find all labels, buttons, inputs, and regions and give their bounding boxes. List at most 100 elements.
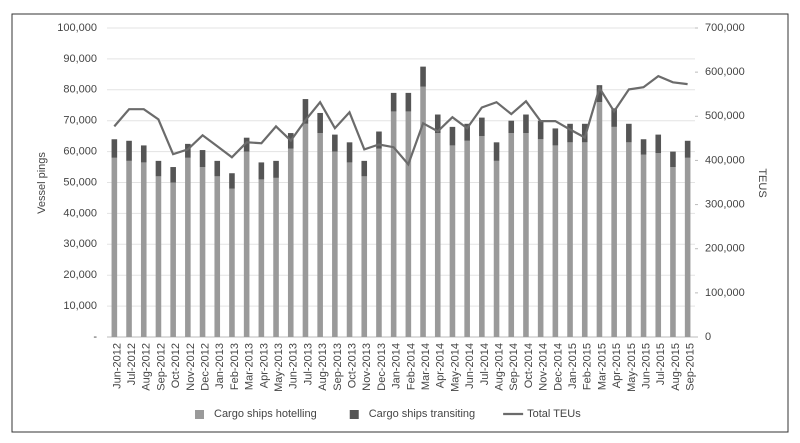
bar-segment xyxy=(361,176,368,337)
bar-segment xyxy=(302,123,309,337)
legend-label: Cargo ships transiting xyxy=(369,408,475,420)
bar-segment xyxy=(464,140,470,337)
y-tick-label: 30,000 xyxy=(63,238,97,250)
bar-segment xyxy=(655,153,662,337)
bar-segment xyxy=(346,142,353,163)
bar-segment xyxy=(493,160,500,337)
bar-segment xyxy=(523,133,529,337)
x-tick-label: Dec-2014 xyxy=(552,343,564,391)
bar-segment xyxy=(346,162,353,337)
bar-segment xyxy=(214,160,221,177)
y-tick-label: 10,000 xyxy=(63,300,97,312)
bar-segment xyxy=(552,128,559,146)
legend-label: Cargo ships hotelling xyxy=(214,408,317,420)
bar-segment xyxy=(199,150,206,168)
legend-label: Total TEUs xyxy=(527,408,581,420)
x-tick-label: Oct-2012 xyxy=(170,343,182,388)
bar-segment xyxy=(405,92,412,112)
bar-segment xyxy=(464,123,470,141)
line-series xyxy=(113,74,688,167)
y2-tick-label: 100,000 xyxy=(705,287,745,299)
x-tick-label: Apr-2014 xyxy=(435,343,447,388)
bar-segment xyxy=(390,92,397,112)
bar-segment xyxy=(493,142,500,161)
x-tick-label: May-2013 xyxy=(273,343,285,392)
x-tick-label: Sep-2013 xyxy=(332,343,344,391)
x-tick-label: Oct-2014 xyxy=(523,343,535,388)
bar-segment xyxy=(229,173,235,189)
bar-segment xyxy=(155,176,162,337)
bar-segment xyxy=(287,148,294,337)
x-tick-label: Mar-2015 xyxy=(596,343,608,390)
bar-segment xyxy=(537,139,544,337)
x-tick-label: Jun-2013 xyxy=(288,343,300,389)
bar-segment xyxy=(273,177,279,337)
x-tick-label: Dec-2012 xyxy=(199,343,211,391)
bar-segment xyxy=(567,142,573,337)
x-tick-label: Nov-2013 xyxy=(361,343,373,391)
y-tick-label: 60,000 xyxy=(63,146,97,158)
bar-segment xyxy=(626,123,632,143)
bar-segment xyxy=(258,162,265,180)
x-tick-label: Apr-2013 xyxy=(258,343,270,388)
y2-tick-label: 300,000 xyxy=(705,198,745,210)
bar-segment xyxy=(670,167,676,337)
x-tick-label: Jun-2015 xyxy=(640,343,652,389)
bar-segment xyxy=(523,114,529,134)
bar-segment xyxy=(596,102,603,337)
x-tick-label: Mar-2013 xyxy=(244,343,256,390)
bar-segment xyxy=(420,66,426,87)
bar-segment xyxy=(449,145,456,337)
x-tick-label: Jun-2014 xyxy=(464,343,476,389)
bar-segment xyxy=(405,111,412,338)
bar-segment xyxy=(185,157,191,337)
x-tick-label: Feb-2015 xyxy=(582,343,594,390)
bar-segment xyxy=(258,179,265,337)
y2-tick-label: 400,000 xyxy=(705,154,745,166)
bar-segment xyxy=(420,86,426,338)
x-tick-label: Jun-2012 xyxy=(111,343,123,389)
y2-tick-label: 600,000 xyxy=(705,66,745,78)
y2-tick-label: 200,000 xyxy=(705,243,745,255)
bar-segment xyxy=(552,145,559,337)
x-tick-label: Sep-2015 xyxy=(685,343,697,391)
y-tick-label: 40,000 xyxy=(63,207,97,219)
bar-segment xyxy=(332,151,338,337)
bar-segment xyxy=(185,143,191,158)
x-tick-label: Nov-2014 xyxy=(538,343,550,391)
bar-segment xyxy=(243,151,250,337)
bar-segment xyxy=(626,142,632,337)
y-tick-label: 100,000 xyxy=(57,22,97,34)
bar-segment xyxy=(449,126,456,146)
bar-segment xyxy=(640,139,647,155)
x-tick-label: Jul-2012 xyxy=(126,343,138,385)
bar-segment xyxy=(317,133,323,337)
x-tick-label: Nov-2012 xyxy=(185,343,197,391)
x-tick-label: Aug-2013 xyxy=(317,343,329,391)
bar-segment xyxy=(508,133,515,337)
bar-segment xyxy=(434,114,441,134)
x-tick-label: Sep-2012 xyxy=(155,343,167,391)
bar-segment xyxy=(361,160,368,177)
bar-segment xyxy=(126,140,132,161)
bar-segment xyxy=(655,134,662,154)
bar-segment xyxy=(376,131,382,149)
bar-segment xyxy=(479,117,485,137)
bar-segment xyxy=(170,182,176,337)
bar-segment xyxy=(376,148,382,337)
bar-segment xyxy=(214,176,221,337)
x-tick-label: Aug-2014 xyxy=(493,343,505,391)
bar-segment xyxy=(390,111,397,338)
x-tick-label: Aug-2012 xyxy=(141,343,153,391)
x-tick-label: Jul-2015 xyxy=(655,343,667,385)
x-tick-label: Jan-2014 xyxy=(391,343,403,389)
bar-segment xyxy=(155,160,162,177)
bar-segment xyxy=(126,160,132,337)
bar-segment xyxy=(596,85,603,103)
bar-segment xyxy=(640,154,647,337)
x-tick-label: Feb-2013 xyxy=(229,343,241,390)
bar-segment xyxy=(111,139,118,158)
bar-segment xyxy=(140,145,147,163)
x-tick-label: Sep-2014 xyxy=(508,343,520,391)
